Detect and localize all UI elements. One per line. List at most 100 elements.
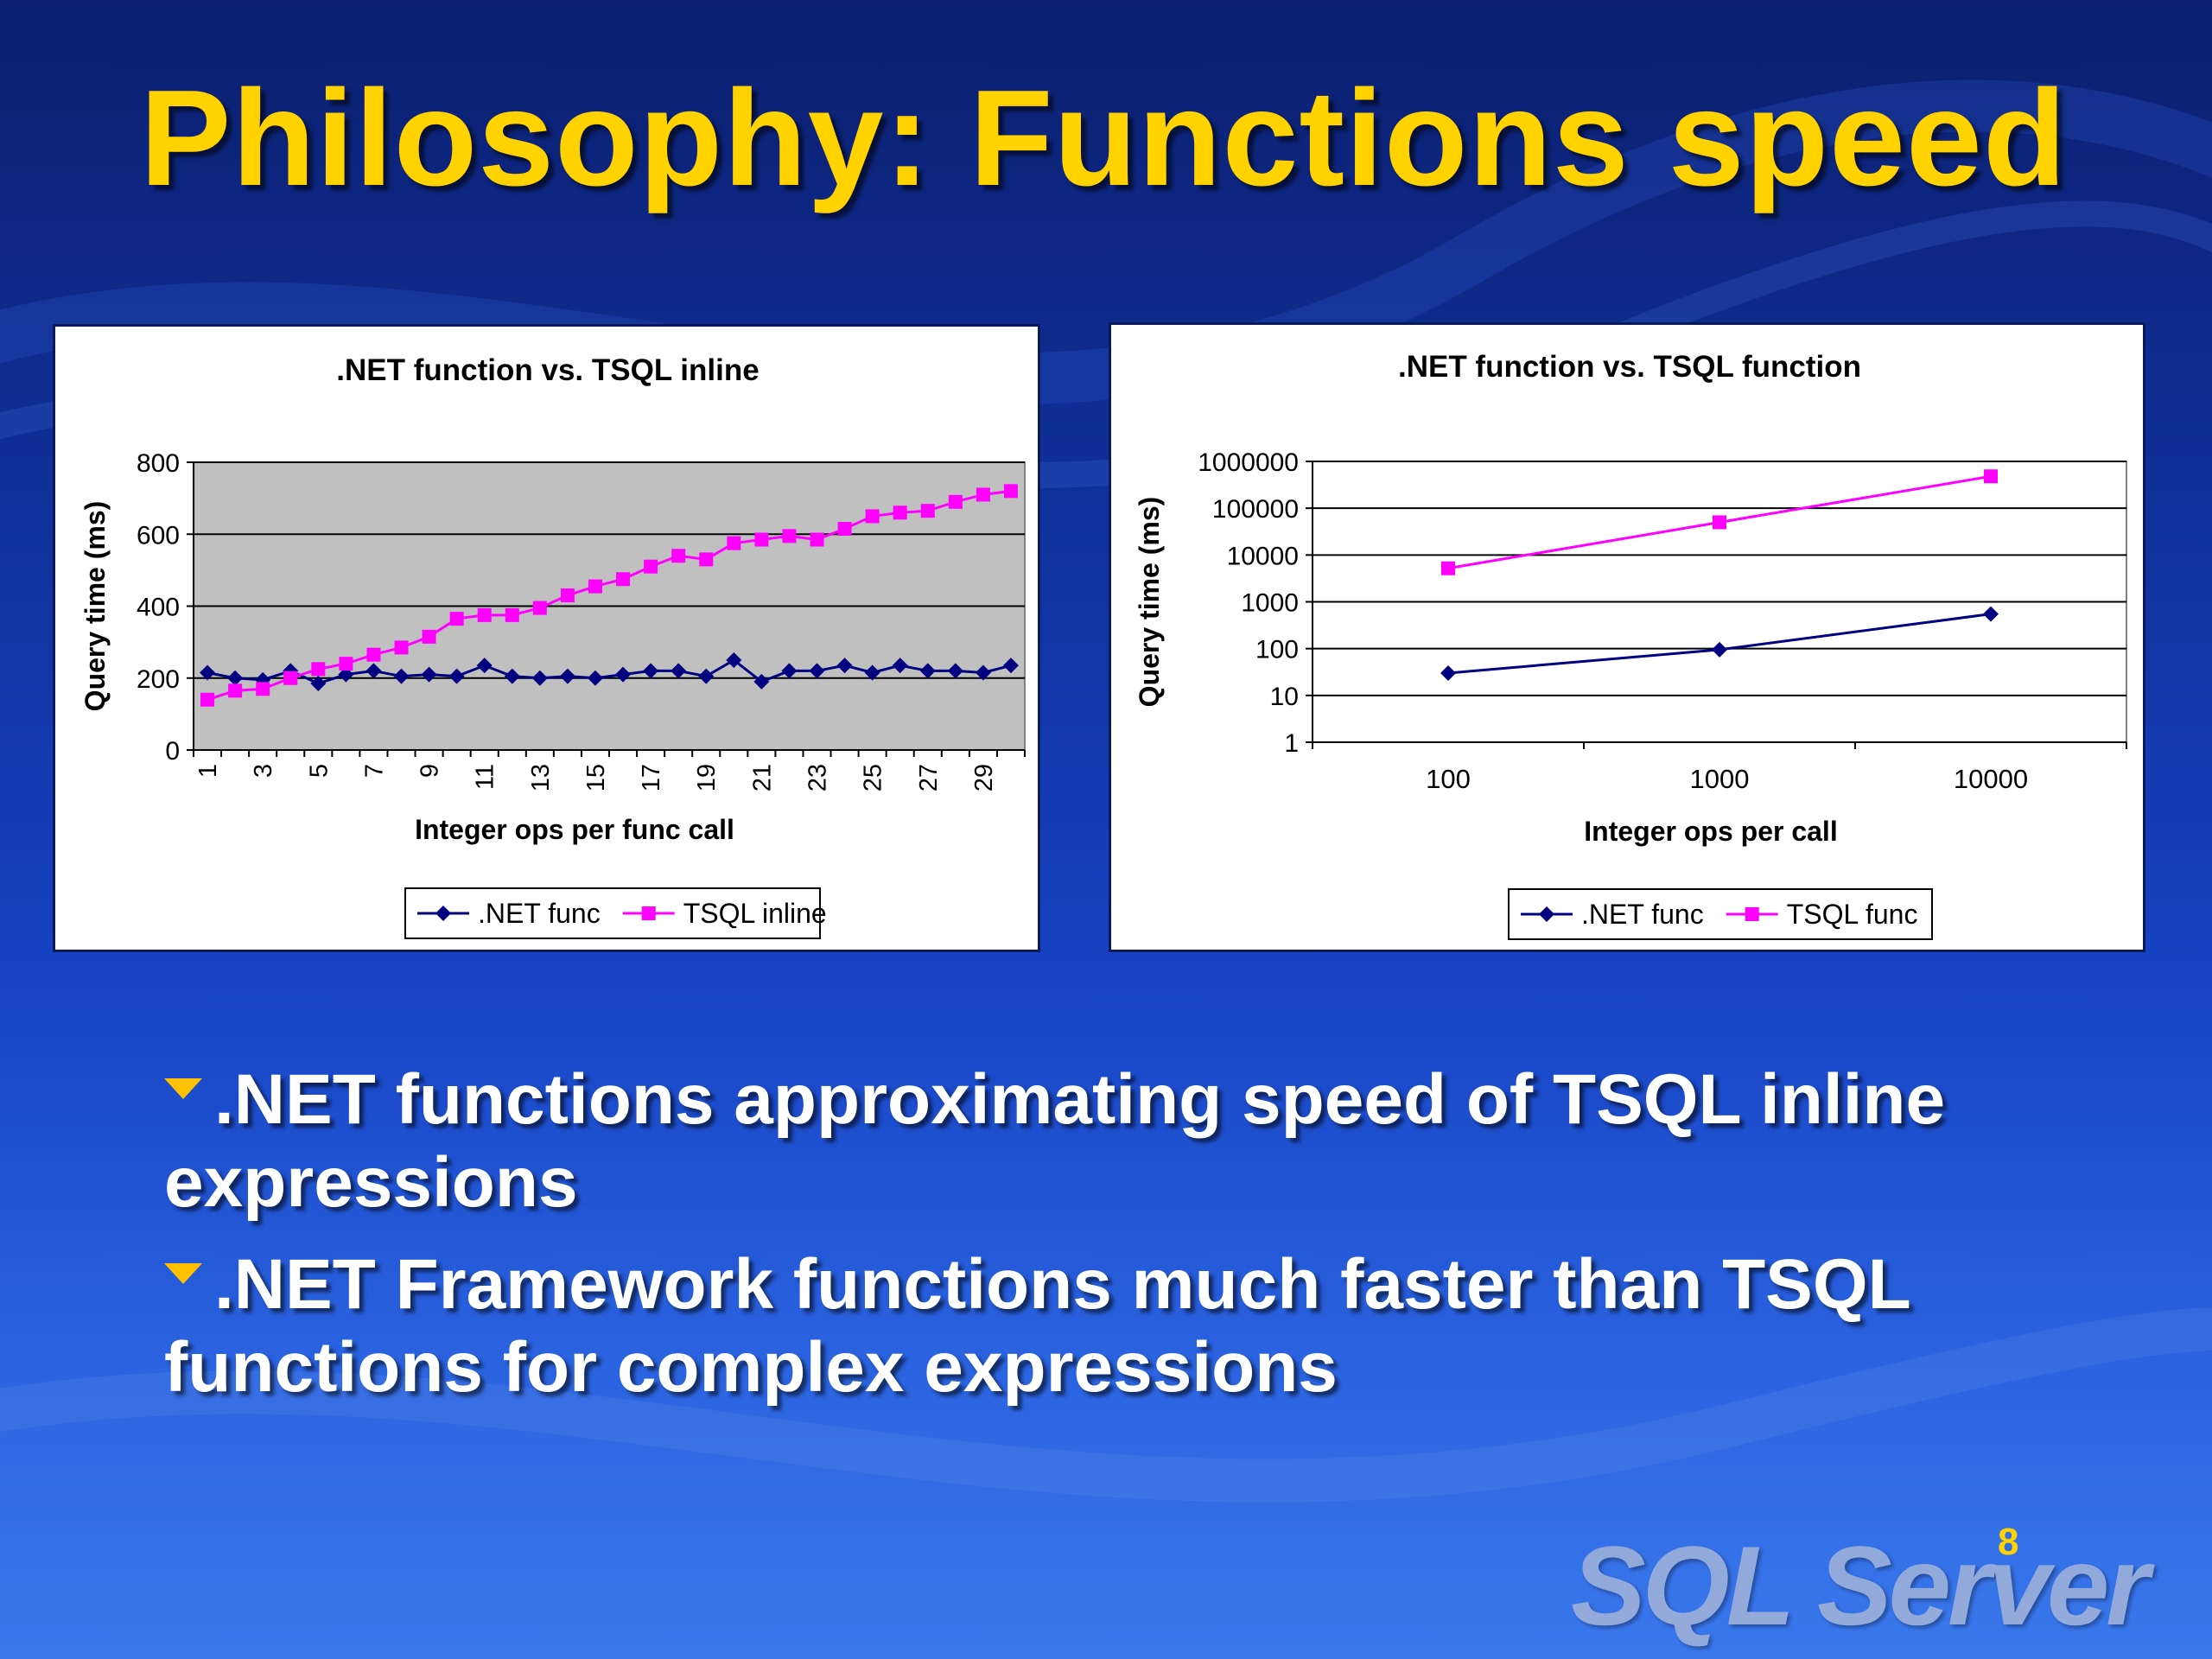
bullet-list: .NET functions approximating speed of TS… xyxy=(164,1058,2108,1428)
x-tick-label: 5 xyxy=(305,764,333,778)
x-axis-label: Integer ops per func call xyxy=(415,814,734,845)
data-point xyxy=(727,536,741,550)
x-tick-label: 25 xyxy=(860,764,887,791)
x-axis-label: Integer ops per call xyxy=(1584,816,1837,847)
data-point xyxy=(1713,515,1726,530)
chart-net-vs-tsql-inline: .NET function vs. TSQL inline 0 200 400 600 8… xyxy=(53,324,1040,952)
data-point xyxy=(1441,561,1455,575)
x-tick-label: 9 xyxy=(416,764,444,778)
data-point xyxy=(256,682,270,696)
data-point xyxy=(976,487,990,502)
bullet-item: .NET Framework functions much faster tha… xyxy=(164,1243,2108,1409)
x-tick-label: 15 xyxy=(582,764,610,791)
y-tick-label: 600 xyxy=(137,521,180,550)
data-point xyxy=(227,670,244,686)
data-point xyxy=(477,607,492,622)
x-tick-label: 1 xyxy=(194,764,222,778)
data-point xyxy=(920,504,935,518)
data-point xyxy=(394,640,409,655)
x-tick-label: 23 xyxy=(804,764,832,791)
data-point xyxy=(1002,658,1019,674)
data-point xyxy=(947,663,963,679)
x-tick-label: 100 xyxy=(1426,764,1471,794)
data-point xyxy=(532,601,547,615)
data-point xyxy=(200,664,216,681)
data-point xyxy=(283,671,298,685)
y-tick-label: 400 xyxy=(137,594,180,622)
y-tick-label: 10 xyxy=(1270,683,1299,711)
y-tick-label: 1000 xyxy=(1241,589,1299,618)
legend-marker xyxy=(1745,907,1759,921)
data-point xyxy=(311,662,326,677)
data-point xyxy=(753,673,770,690)
data-point xyxy=(892,658,908,674)
data-point xyxy=(615,666,632,683)
legend-label: TSQL func xyxy=(1787,899,1918,930)
data-point xyxy=(476,658,493,674)
y-axis-label: Query time (ms) xyxy=(79,501,111,712)
data-point xyxy=(698,668,715,684)
data-point xyxy=(560,588,575,603)
data-point xyxy=(837,522,852,537)
bullet-text: .NET Framework functions much faster tha… xyxy=(164,1245,1910,1407)
x-tick-label: 1000 xyxy=(1690,764,1750,794)
data-point xyxy=(781,663,798,679)
data-point xyxy=(505,607,519,622)
y-tick-label: 200 xyxy=(137,665,180,694)
y-tick-label: 800 xyxy=(137,449,180,478)
y-tick-label: 0 xyxy=(165,737,180,766)
x-tick-label: 27 xyxy=(915,764,943,791)
data-point xyxy=(1983,606,1999,622)
data-point xyxy=(228,683,243,698)
data-point xyxy=(310,675,327,691)
data-point xyxy=(587,670,603,686)
data-point xyxy=(810,532,824,547)
legend-box xyxy=(404,887,821,939)
legend-box xyxy=(1508,888,1933,940)
x-tick-label: 7 xyxy=(360,764,388,778)
bullet-arrow-icon xyxy=(164,1078,202,1100)
chart-1-svg: .NET function vs. TSQL inline 0 200 400 600 8… xyxy=(79,353,1026,939)
legend-marker xyxy=(641,906,656,920)
data-point xyxy=(559,668,575,684)
data-point xyxy=(393,668,410,684)
page-number: 8 xyxy=(1998,1521,2019,1563)
data-point xyxy=(366,647,381,662)
x-tick-label: 3 xyxy=(250,764,277,778)
y-tick-label: 100000 xyxy=(1212,495,1299,524)
chart-2-svg: .NET function vs. TSQL function 1 10 100 100… xyxy=(1134,350,2127,940)
chart-title: .NET function vs. TSQL function xyxy=(1398,350,1861,384)
data-point xyxy=(809,663,825,679)
data-point xyxy=(864,664,880,681)
data-point xyxy=(504,668,520,684)
data-point xyxy=(422,629,436,644)
data-point xyxy=(865,509,880,524)
data-point xyxy=(975,664,991,681)
x-tick-label: 10000 xyxy=(1954,764,2028,794)
bullet-item: .NET functions approximating speed of TS… xyxy=(164,1058,2108,1224)
legend-marker xyxy=(1539,906,1554,922)
chart-net-vs-tsql-function: .NET function vs. TSQL function 1 10 100 100… xyxy=(1109,322,2145,952)
x-tick-label: 17 xyxy=(638,764,665,791)
x-tick-label: 19 xyxy=(693,764,721,791)
data-point xyxy=(588,579,602,594)
sql-server-logo: SQL Server xyxy=(1571,1522,2150,1649)
data-point xyxy=(449,612,464,626)
x-tick-label: 29 xyxy=(970,764,998,791)
legend-label: TSQL inline xyxy=(683,898,827,929)
data-point xyxy=(1712,641,1727,658)
legend-label: .NET func xyxy=(478,898,601,929)
data-point xyxy=(1984,469,1998,484)
legend-label: .NET func xyxy=(1581,899,1704,930)
data-point xyxy=(1003,484,1018,499)
bullet-text: .NET functions approximating speed of TS… xyxy=(164,1060,1946,1222)
y-tick-label: 10000 xyxy=(1227,542,1299,570)
y-tick-label: 1000000 xyxy=(1198,448,1299,477)
data-point xyxy=(671,549,686,563)
data-point xyxy=(339,657,353,671)
data-point xyxy=(365,663,382,679)
y-tick-label: 100 xyxy=(1255,636,1299,664)
data-point xyxy=(948,494,963,509)
x-tick-label: 21 xyxy=(748,764,776,791)
x-tick-label: 11 xyxy=(472,764,499,790)
